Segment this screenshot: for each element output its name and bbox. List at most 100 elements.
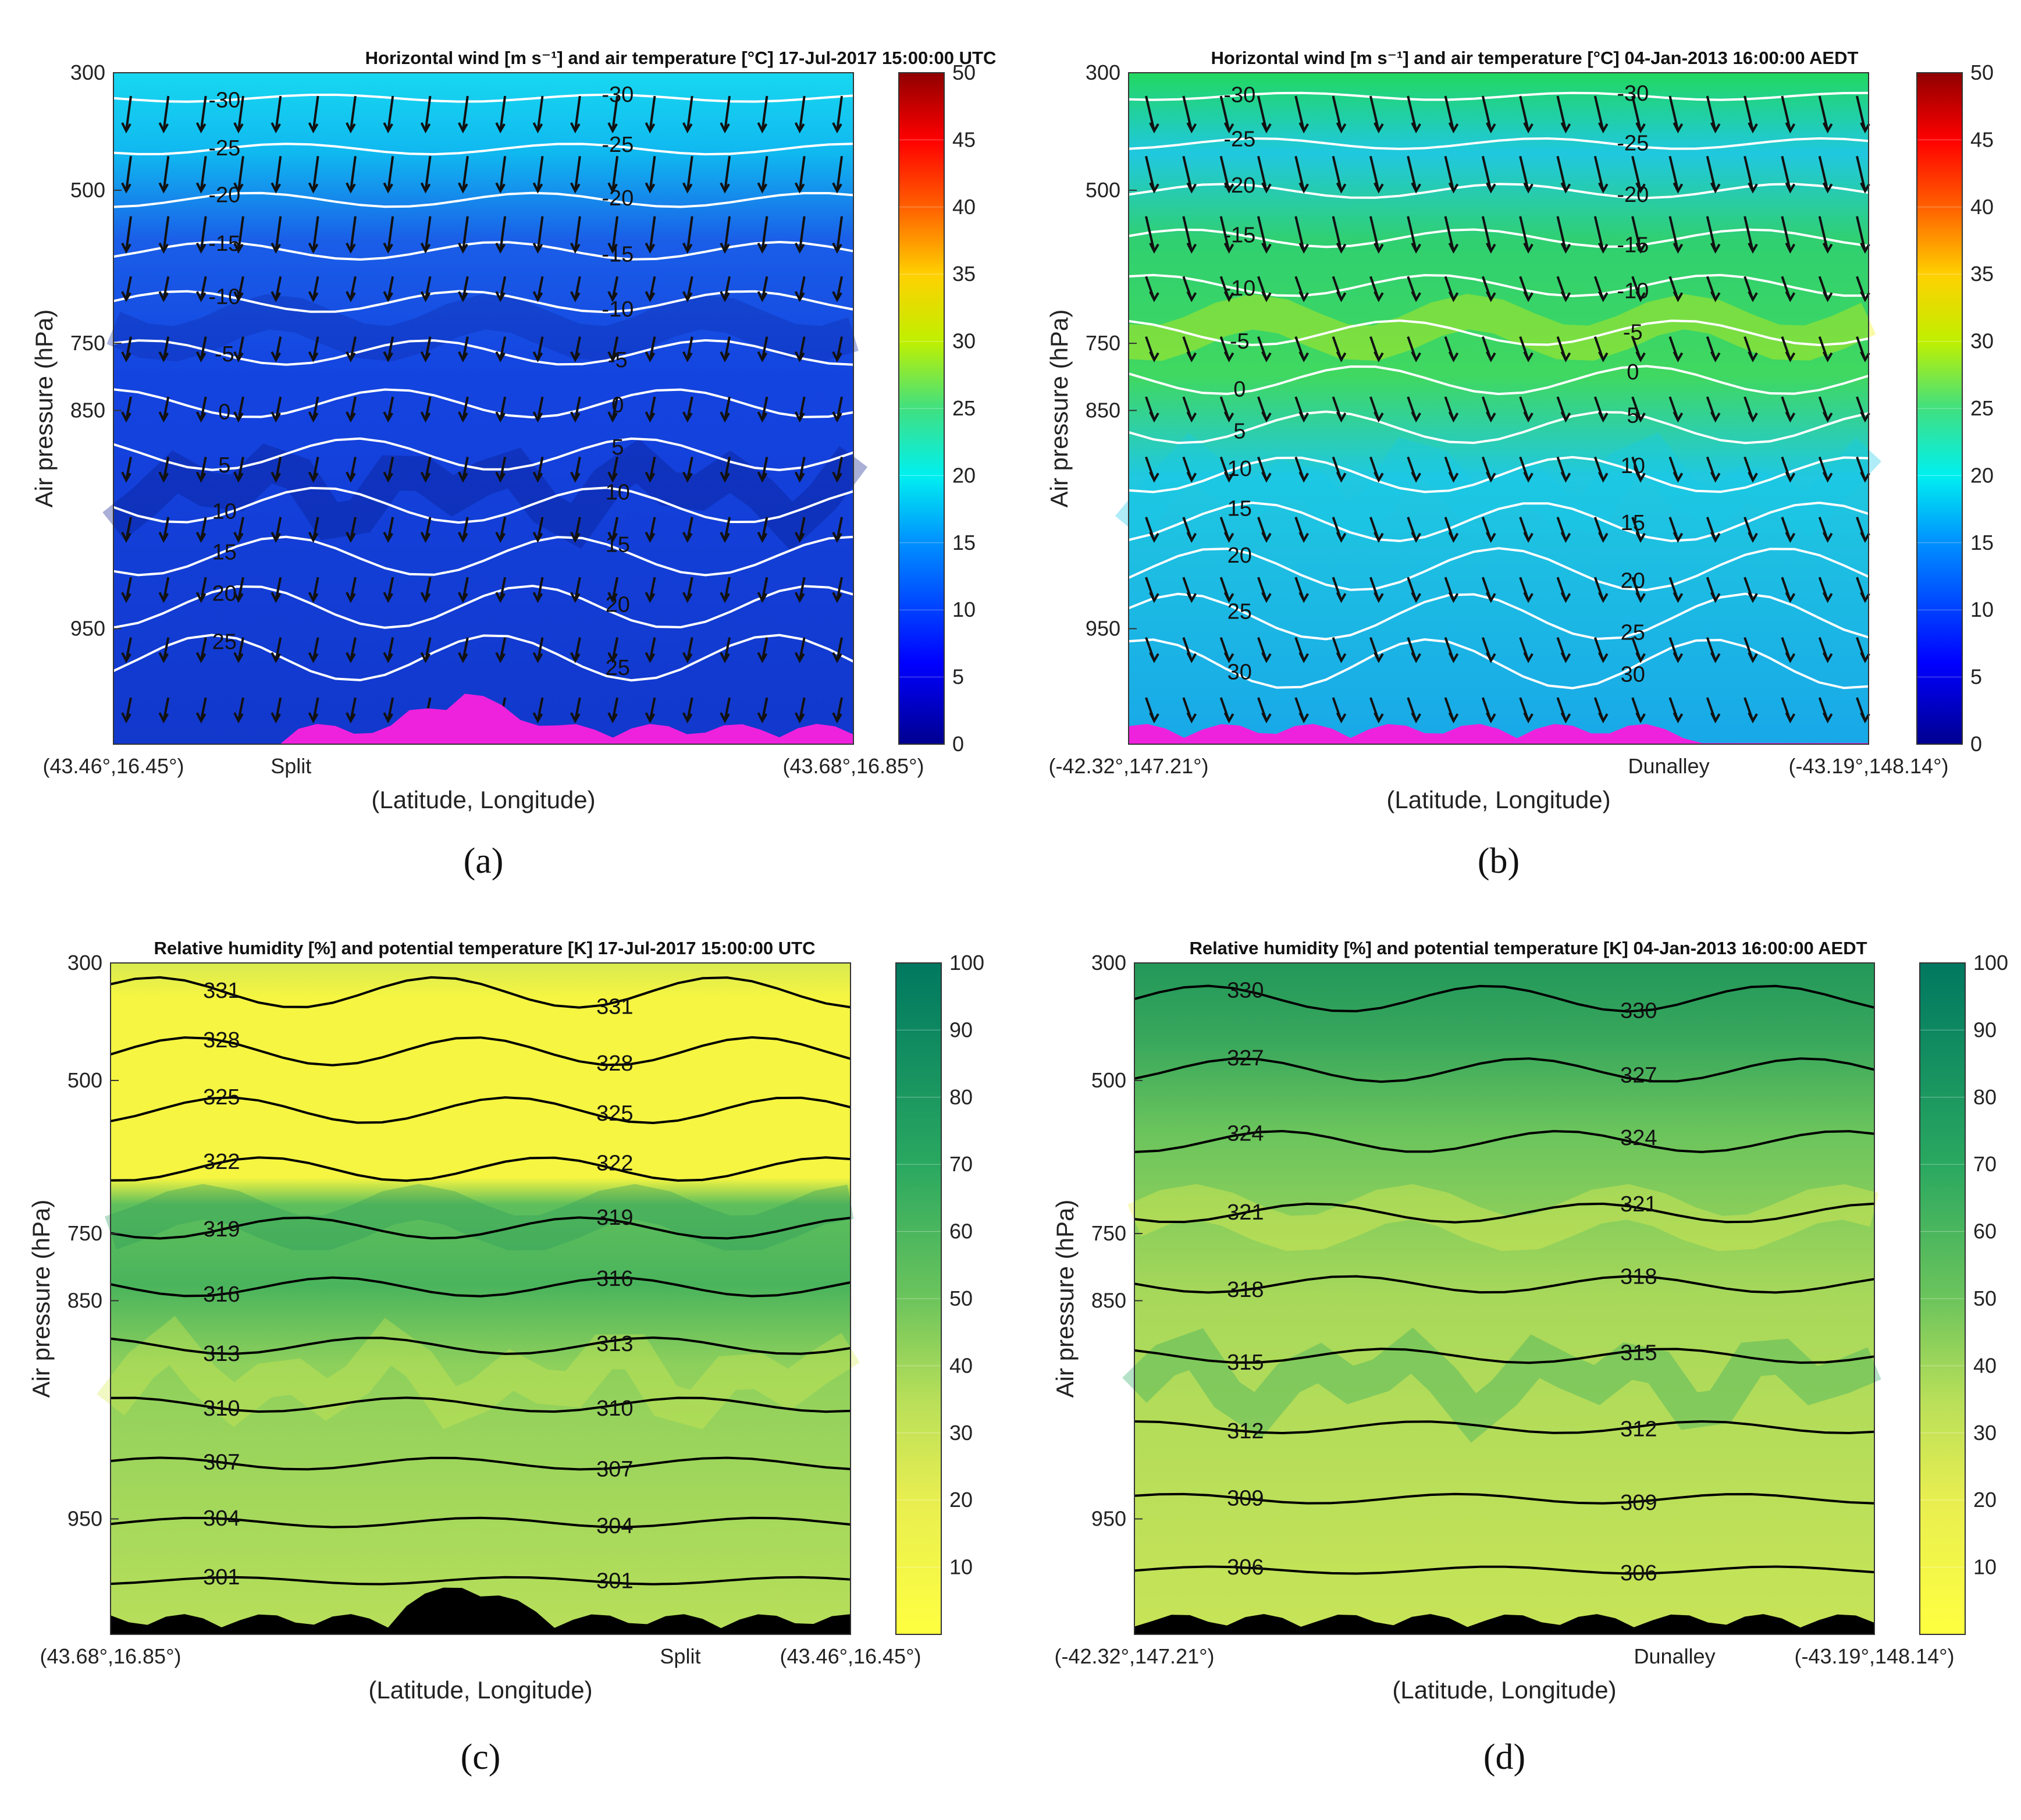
wind-arrowhead — [1673, 471, 1684, 483]
wind-arrowhead — [1785, 411, 1796, 423]
wind-arrowhead — [121, 411, 131, 423]
wind-arrowhead — [195, 531, 207, 543]
wind-arrowhead — [1748, 411, 1758, 423]
wind-arrow — [761, 156, 768, 191]
wind-arrow — [686, 396, 693, 421]
wind-arrowhead — [383, 242, 393, 254]
contour-label: -10 — [208, 285, 240, 309]
contour-line — [1128, 319, 1869, 347]
wind-arrowhead — [1223, 242, 1234, 254]
wind-arrow — [275, 697, 282, 721]
wind-arrowhead — [757, 531, 768, 543]
wind-arrow — [574, 577, 581, 601]
wind-arrow — [536, 336, 544, 360]
wind-arrowhead — [1560, 471, 1571, 483]
wind-arrow — [798, 517, 806, 541]
wind-arrowhead — [495, 291, 506, 303]
wind-arrowhead — [1486, 652, 1496, 663]
wind-arrowhead — [1374, 652, 1384, 663]
colorbar-tick: 0 — [952, 732, 964, 756]
wind-arrow — [125, 396, 132, 421]
wind-arrow — [499, 637, 507, 661]
wind-arrow — [611, 276, 619, 300]
colorbar-tick: 50 — [949, 1286, 973, 1310]
wind-arrow — [798, 697, 806, 721]
colorbar-tick: 20 — [1970, 463, 1994, 487]
contour-line — [113, 240, 854, 261]
wind-arrowhead — [1411, 712, 1421, 724]
wind-arrow — [275, 276, 282, 300]
wind-arrowhead — [158, 291, 169, 303]
contour-label: 325 — [596, 1101, 633, 1126]
colorbar-tick: 30 — [1973, 1421, 1997, 1445]
colorbar-tick: 20 — [1973, 1488, 1997, 1512]
colorbar-tick: 5 — [1970, 665, 1982, 689]
wind-arrow — [686, 336, 693, 360]
contour-label: -25 — [1617, 131, 1649, 156]
wind-arrowhead — [1261, 652, 1272, 663]
contour-label: -15 — [1223, 223, 1255, 248]
wind-arrowhead — [233, 531, 244, 543]
wind-arrowhead — [346, 531, 356, 543]
wind-arrow — [162, 156, 170, 191]
colorbar-tick: 45 — [952, 127, 976, 151]
wind-arrowhead — [1598, 531, 1609, 543]
wind-arrow — [1781, 216, 1792, 252]
wind-arrowhead — [1748, 291, 1758, 303]
wind-arrowhead — [1635, 471, 1646, 483]
wind-arrowhead — [720, 182, 730, 194]
wind-arrow — [125, 336, 132, 360]
wind-arrowhead — [645, 291, 656, 303]
wind-arrow — [611, 577, 619, 601]
wind-arrowhead — [1186, 122, 1197, 134]
wind-arrowhead — [1748, 531, 1758, 543]
wind-arrowhead — [1336, 652, 1347, 663]
wind-arrowhead — [1710, 242, 1721, 254]
colorbar-frame — [895, 962, 942, 1635]
contour-line — [110, 1456, 851, 1471]
colorbar-tick: 10 — [952, 598, 976, 621]
wind-arrow — [1481, 155, 1492, 191]
wind-arrowhead — [1785, 652, 1796, 663]
wind-arrow — [611, 216, 619, 252]
wind-arrowhead — [794, 712, 805, 724]
contour-label: 325 — [203, 1085, 240, 1110]
wind-arrowhead — [1598, 471, 1609, 483]
wind-arrow — [387, 637, 394, 661]
y-tick-label: 300 — [1091, 951, 1126, 975]
wind-arrowhead — [1710, 182, 1721, 194]
wind-arrow — [1332, 155, 1343, 191]
wind-arrow — [461, 517, 469, 541]
wind-arrow — [1257, 155, 1268, 191]
wind-arrow — [1519, 95, 1530, 131]
wind-arrowhead — [1748, 122, 1758, 134]
colorbar-tick: 40 — [952, 195, 976, 219]
wind-arrowhead — [1298, 291, 1309, 303]
wind-arrow — [424, 336, 432, 360]
wind-arrow — [536, 276, 544, 300]
wind-arrowhead — [720, 242, 730, 254]
wind-arrowhead — [1710, 291, 1721, 303]
wind-arrowhead — [1298, 242, 1309, 254]
wind-arrow — [1744, 216, 1755, 252]
wind-arrowhead — [1598, 652, 1609, 663]
wind-arrowhead — [308, 351, 319, 362]
wind-arrow — [1818, 95, 1829, 131]
wind-arrowhead — [1523, 122, 1533, 134]
wind-arrowhead — [271, 652, 281, 663]
wind-arrowhead — [271, 291, 281, 303]
wind-arrowhead — [1261, 411, 1272, 423]
wind-arrowhead — [308, 712, 319, 724]
terrain — [1134, 1614, 1874, 1634]
wind-arrowhead — [1261, 531, 1272, 543]
wind-arrowhead — [682, 712, 693, 724]
contour-line — [113, 93, 854, 103]
colorbar-tick: 60 — [1973, 1220, 1997, 1243]
wind-arrow — [237, 156, 244, 191]
wind-arrow — [686, 216, 693, 252]
wind-arrowhead — [121, 471, 131, 483]
wind-arrow — [1668, 95, 1680, 131]
contour-line — [1128, 456, 1869, 493]
wind-arrow — [1631, 216, 1642, 252]
wind-arrowhead — [158, 122, 169, 134]
